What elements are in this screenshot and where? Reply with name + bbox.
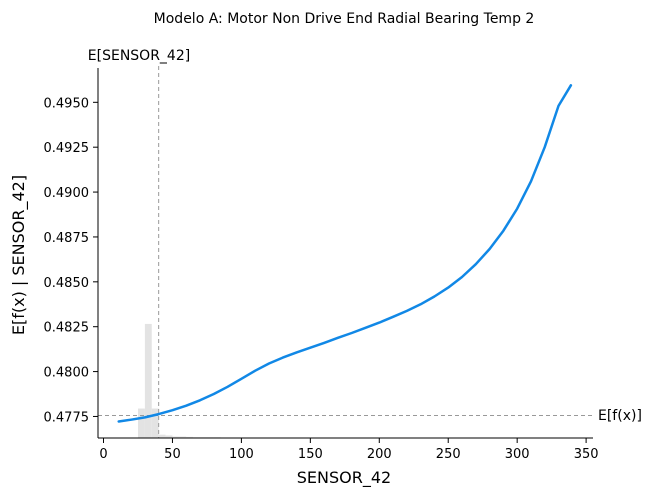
histogram-bar — [172, 436, 180, 438]
y-tick-label: 0.4900 — [44, 186, 90, 201]
ticks: 0 50 100 150 200 250 300 350 0.4775 0.4800 0.4825 0… — [44, 96, 599, 462]
histogram-bar — [144, 323, 152, 438]
histogram-bar — [165, 435, 173, 438]
reference-lines — [98, 66, 593, 438]
histogram-bar — [179, 436, 187, 438]
y-tick-label: 0.4950 — [44, 96, 90, 111]
expected-y-label: E[f(x)] — [598, 408, 642, 424]
x-tick-label: 100 — [229, 447, 254, 462]
series-layer — [117, 84, 573, 423]
y-tick-label: 0.4875 — [44, 231, 90, 246]
x-tick-label: 250 — [436, 447, 461, 462]
x-tick-label: 0 — [99, 447, 107, 462]
histogram-bar — [151, 408, 159, 438]
histogram — [137, 323, 283, 438]
expected-x-label: E[SENSOR_42] — [88, 48, 190, 64]
chart-title: Modelo A: Motor Non Drive End Radial Bea… — [154, 11, 535, 27]
histogram-bar — [158, 434, 166, 438]
histogram-bar — [186, 436, 194, 438]
y-tick-label: 0.4850 — [44, 276, 90, 291]
y-tick-label: 0.4825 — [44, 321, 90, 336]
x-tick-label: 300 — [505, 447, 530, 462]
x-tick-label: 350 — [574, 447, 599, 462]
axes — [97, 68, 593, 439]
x-tick-label: 150 — [298, 447, 323, 462]
y-axis-label: E[f(x) | SENSOR_42] — [9, 175, 29, 335]
y-tick-label: 0.4800 — [44, 366, 90, 381]
x-axis-label: SENSOR_42 — [297, 468, 391, 488]
y-tick-label: 0.4925 — [44, 141, 90, 156]
y-tick-label: 0.4775 — [44, 410, 90, 425]
series-line — [117, 84, 573, 423]
x-tick-label: 200 — [367, 447, 392, 462]
x-tick-label: 50 — [164, 447, 181, 462]
histogram-bar — [137, 408, 145, 438]
